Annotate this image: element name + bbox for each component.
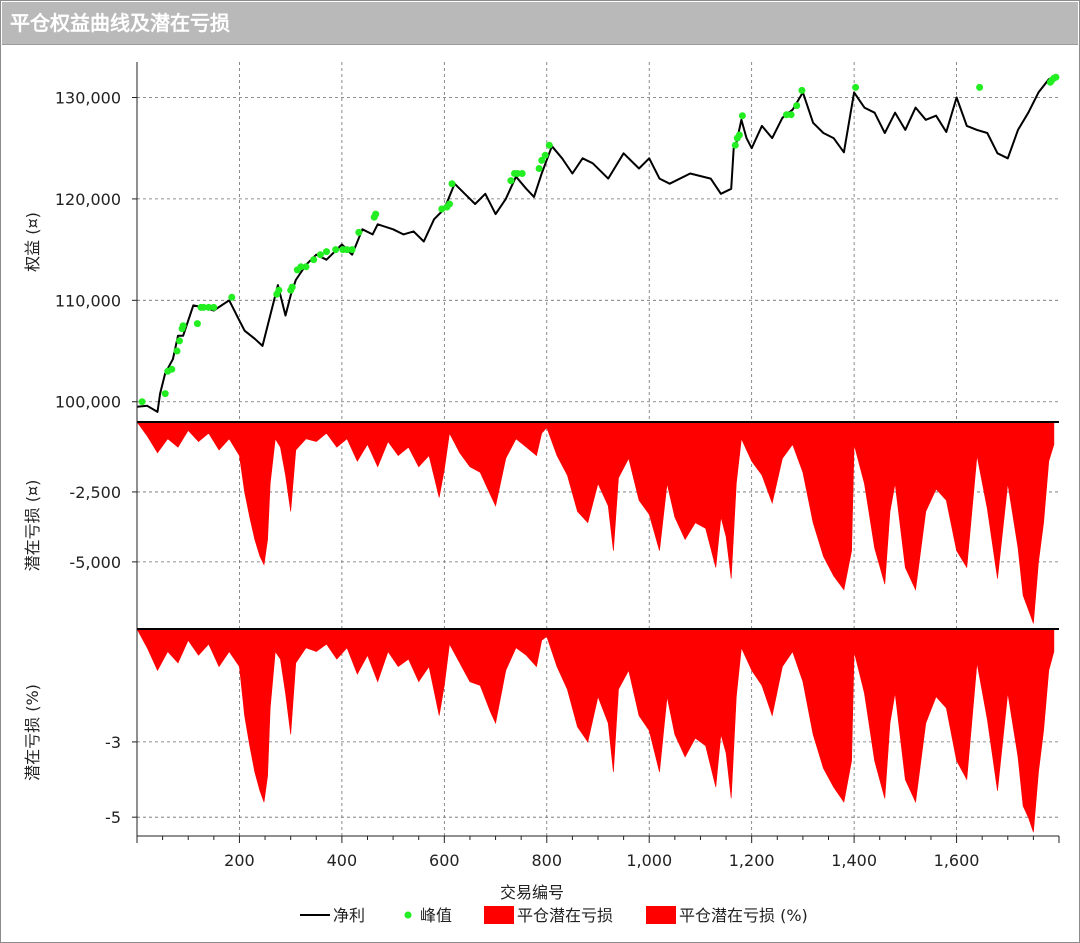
peak-point: [518, 170, 526, 177]
peak-point: [179, 322, 187, 330]
panel-1: 100,000 110,000 120,000 130,000 权益 (¤): [23, 62, 1060, 422]
y-tick-label: 100,000: [55, 393, 121, 412]
peak-point: [545, 141, 553, 149]
y-tick-label: -5: [105, 808, 121, 827]
y-tick-label: 110,000: [55, 291, 121, 310]
x-tick-label: 1,200: [729, 851, 775, 870]
legend-label: 平仓潜在亏损 (%): [679, 906, 808, 925]
peak-point: [332, 246, 340, 254]
peak-point: [288, 283, 296, 291]
legend-item: 峰值: [404, 906, 452, 925]
title-bar: 平仓权益曲线及潜在亏损: [2, 2, 1078, 45]
peak-point: [323, 248, 330, 256]
peak-point: [173, 347, 181, 355]
peak-point: [302, 263, 310, 271]
peak-point: [852, 83, 860, 91]
peak-point: [228, 293, 236, 301]
peak-point: [297, 263, 305, 271]
net-profit-line: [136, 76, 1055, 413]
peak-point: [348, 246, 356, 254]
legend-label: 平仓潜在亏损: [517, 906, 613, 925]
x-tick-label: 600: [429, 851, 460, 870]
peak-point: [798, 86, 806, 94]
y-axis-label: 潜在亏损 (¤): [23, 480, 42, 572]
peak-point: [210, 303, 218, 311]
peak-point: [507, 177, 515, 185]
panel-3: -3 -5 潜在亏损 (%): [23, 628, 1059, 836]
drawdown-area: [136, 628, 1055, 833]
peak-point: [205, 303, 213, 311]
legend-swatch-box: [484, 906, 514, 924]
peak-point: [275, 286, 283, 294]
peak-point: [316, 251, 324, 259]
x-tick-label: 1,000: [626, 851, 672, 870]
y-tick-label: -3: [105, 733, 121, 752]
x-tick-label: 1,400: [831, 851, 877, 870]
legend-item: 净利: [300, 906, 365, 925]
legend-swatch-box: [646, 906, 676, 924]
x-axis: 200 400 600 800 1,000 1,200 1,400 1,600: [136, 835, 1060, 870]
peak-point: [355, 228, 363, 236]
peak-point: [446, 200, 453, 208]
panels-layer: 100,000 110,000 120,000 130,000 权益 (¤) -2,500…: [23, 62, 1060, 836]
x-tick-label: 1,600: [934, 851, 980, 870]
peak-point: [310, 256, 318, 264]
peak-point: [343, 246, 351, 254]
peak-point: [793, 102, 801, 110]
peak-point: [168, 365, 176, 373]
peak-point: [200, 303, 208, 311]
legend-label: 净利: [333, 906, 365, 925]
peak-point: [448, 180, 456, 188]
peak-point: [176, 337, 183, 345]
legend-label: 峰值: [420, 906, 452, 925]
peak-point: [161, 390, 169, 398]
peak-point: [538, 156, 546, 164]
y-tick-label: 130,000: [55, 88, 121, 107]
legend-swatch-dot: [404, 911, 412, 919]
legend-item: 平仓潜在亏损: [484, 906, 613, 925]
x-tick-label: 800: [532, 851, 563, 870]
peak-point: [735, 131, 743, 139]
peak-point: [976, 83, 984, 91]
peak-point: [372, 210, 380, 218]
peak-point: [738, 112, 746, 120]
peak-point: [731, 141, 739, 149]
x-tick-label: 200: [224, 851, 255, 870]
x-axis-label: 交易编号: [500, 883, 564, 902]
y-axis-label: 权益 (¤): [23, 212, 42, 272]
peak-point: [138, 398, 146, 406]
panel-2: -2,500 -5,000 潜在亏损 (¤): [23, 421, 1059, 629]
y-tick-label: -5,000: [69, 553, 121, 572]
window-title: 平仓权益曲线及潜在亏损: [10, 11, 230, 35]
y-tick-label: -2,500: [69, 483, 121, 502]
legend: 净利 峰值 平仓潜在亏损 平仓潜在亏损 (%): [300, 906, 808, 925]
peak-point: [1052, 73, 1060, 81]
peak-point: [535, 165, 543, 172]
peak-point: [193, 320, 201, 328]
peak-point: [787, 111, 795, 119]
x-tick-label: 400: [327, 851, 358, 870]
y-tick-label: 120,000: [55, 190, 121, 209]
peak-point: [541, 151, 549, 159]
legend-item: 平仓潜在亏损 (%): [646, 906, 808, 925]
drawdown-area: [136, 421, 1055, 624]
y-axis-label: 潜在亏损 (%): [23, 684, 42, 781]
